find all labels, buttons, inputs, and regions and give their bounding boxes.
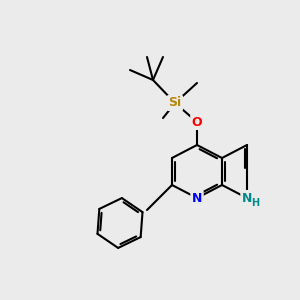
Text: O: O [192,116,202,128]
Text: N: N [242,191,252,205]
Text: Si: Si [168,97,182,110]
Text: H: H [251,198,259,208]
Text: N: N [192,191,202,205]
